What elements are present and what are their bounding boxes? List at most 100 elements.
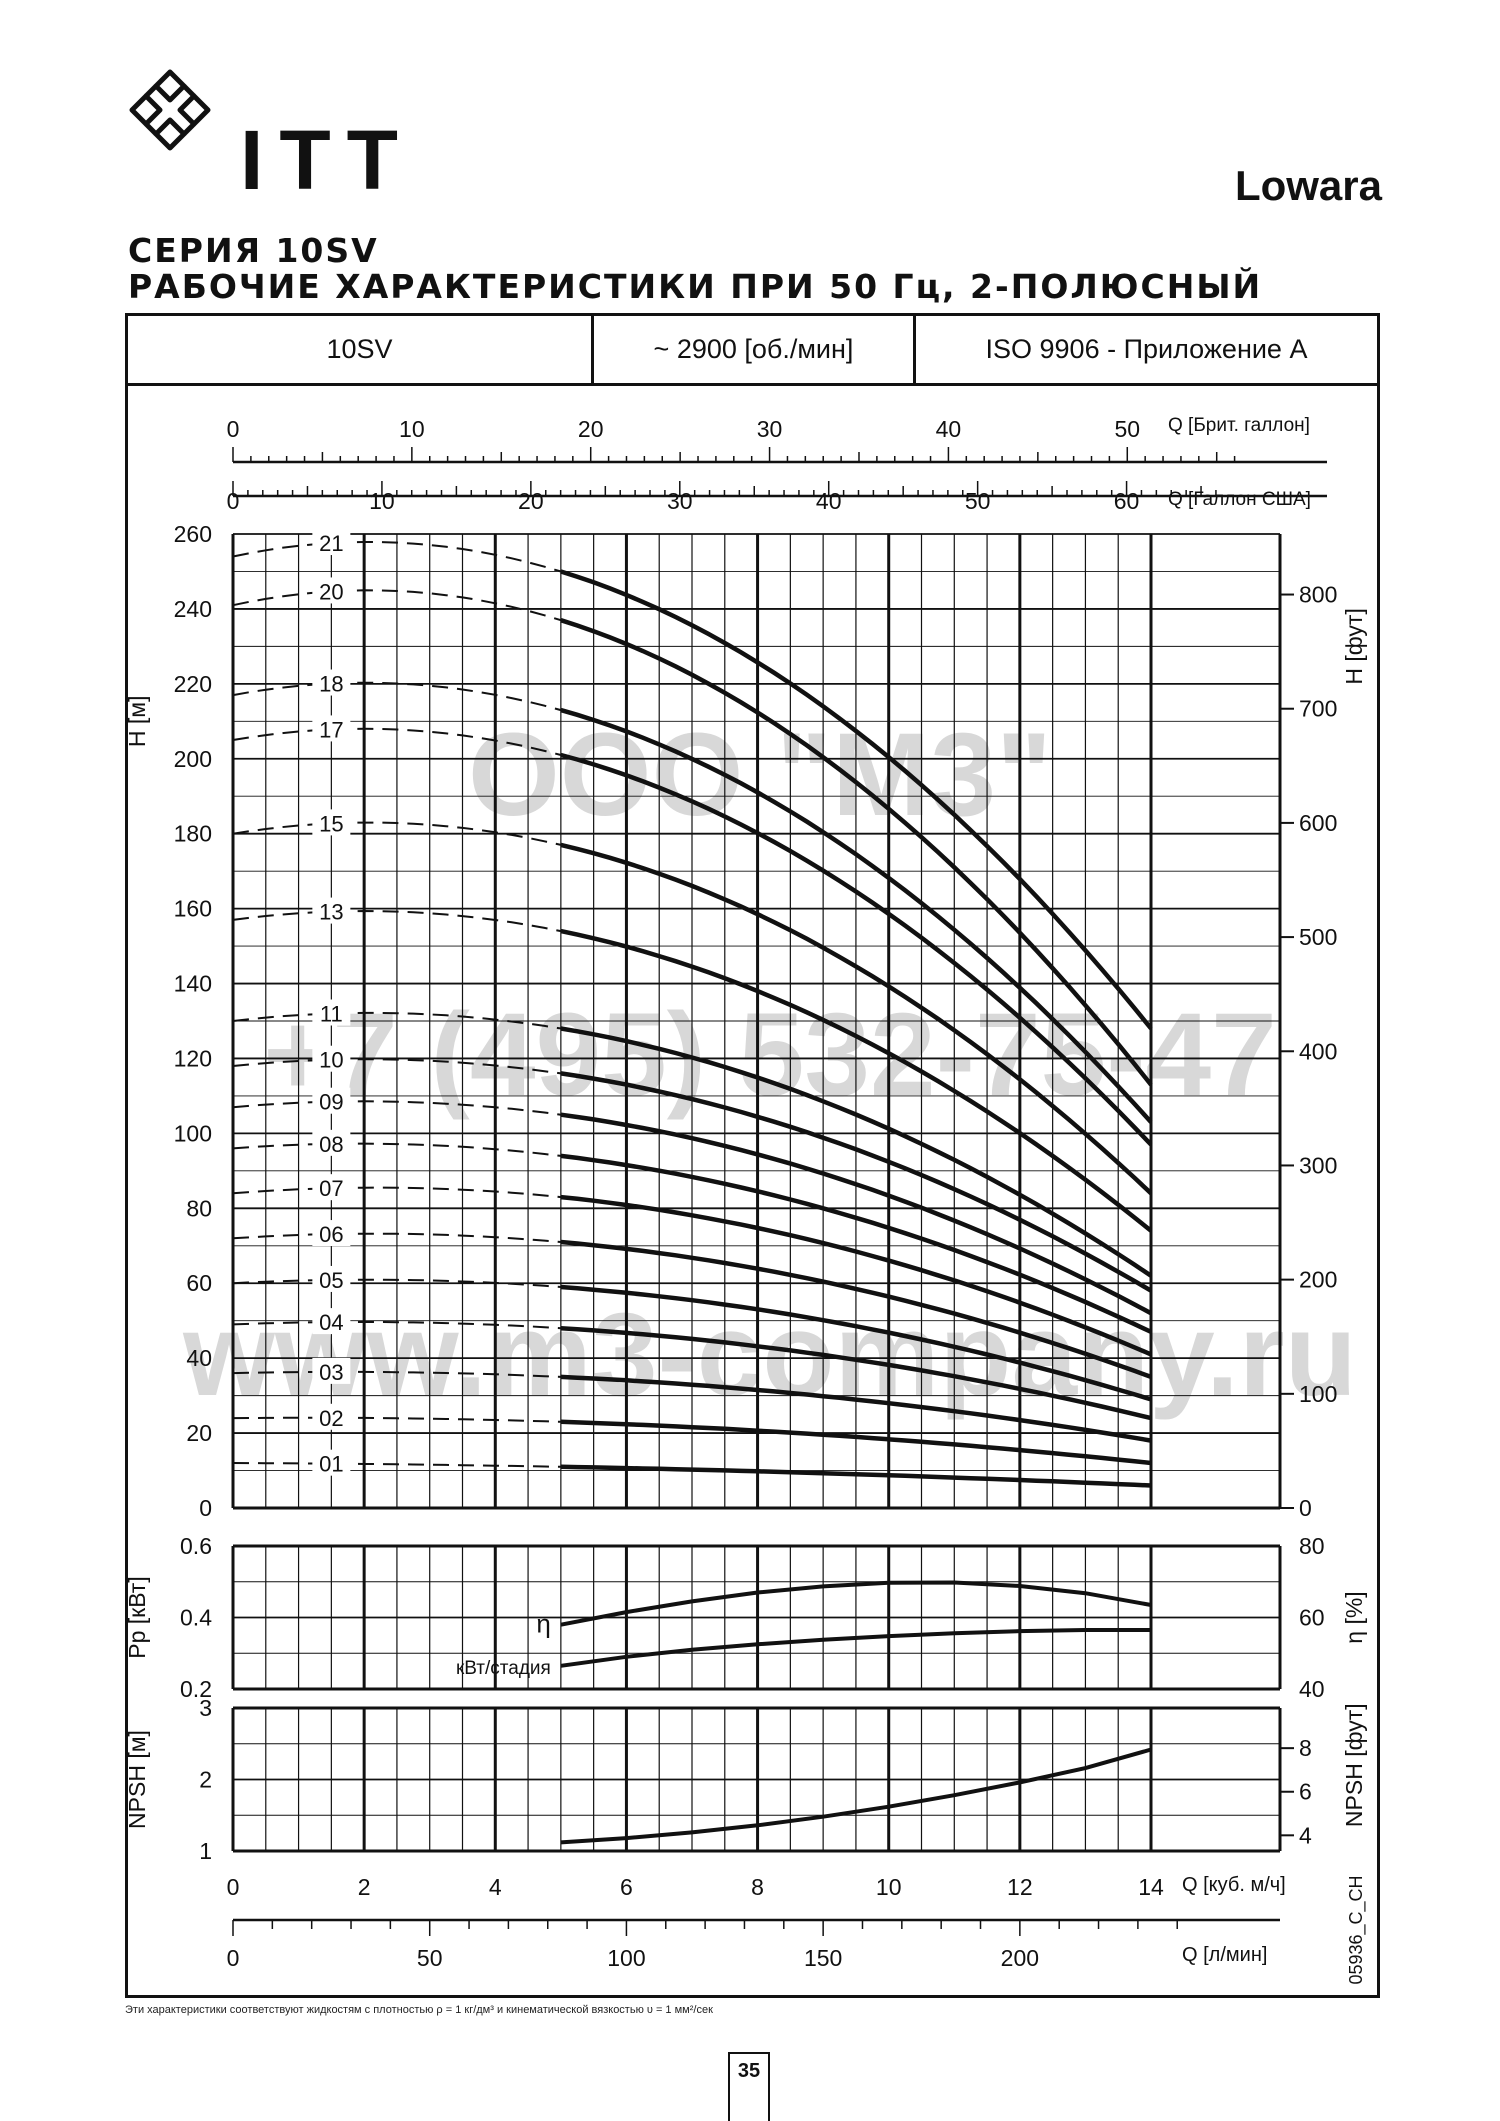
curve-label-bg <box>312 999 351 1026</box>
curve-label-bg <box>312 577 351 604</box>
curve-label-04: 04 <box>319 1310 343 1335</box>
y-tick-label: 160 <box>174 896 212 922</box>
x-tick-label: 12 <box>1007 1874 1033 1900</box>
curve-03 <box>560 1374 1152 1443</box>
power-curve <box>560 1628 1151 1668</box>
curve-08 <box>560 1153 1152 1334</box>
y-tick-label: 200 <box>174 746 212 772</box>
top-axis-tick-label: 50 <box>1114 416 1140 442</box>
y-tick-label: 220 <box>174 671 212 697</box>
curve-15-dashed <box>232 821 562 846</box>
y-tick-label: 60 <box>186 1270 212 1296</box>
top-axis-tick-label: 40 <box>816 488 842 514</box>
curve-label-bg <box>312 1087 351 1114</box>
top-axis-tick-label: 0 <box>227 488 240 514</box>
curve-08-dashed <box>232 1142 562 1157</box>
curve-04-dashed <box>232 1321 561 1330</box>
curve-label-bg <box>312 1308 351 1335</box>
x2-tick-label: 50 <box>417 1945 443 1971</box>
npsh-axis-label: NPSH [м] <box>124 1730 150 1829</box>
curve-10 <box>560 1071 1153 1293</box>
eff-tick-label: 60 <box>1299 1605 1325 1631</box>
curve-label-07: 07 <box>319 1176 343 1201</box>
curve-01-dashed <box>232 1462 561 1468</box>
curve-label-20: 20 <box>319 579 343 604</box>
chart-title: РАБОЧИЕ ХАРАКТЕРИСТИКИ ПРИ 50 Гц, 2-ПОЛЮ… <box>128 267 1263 306</box>
curve-label-03: 03 <box>319 1360 343 1385</box>
curve-20-dashed <box>232 589 562 622</box>
y-tick-label: 40 <box>186 1345 212 1371</box>
curve-01 <box>560 1464 1152 1488</box>
y-tick-label: 240 <box>174 596 212 622</box>
curve-09 <box>560 1112 1153 1316</box>
y-tick-label: 20 <box>186 1420 212 1446</box>
curve-label-bg <box>312 1449 351 1476</box>
y2-tick-label: 0 <box>1299 1495 1312 1521</box>
y-tick-label: 180 <box>174 821 212 847</box>
curve-05-dashed <box>232 1278 561 1288</box>
curve-label-08: 08 <box>319 1132 343 1157</box>
npsh-curve <box>560 1747 1152 1845</box>
x-tick-label: 6 <box>620 1874 633 1900</box>
top-axis-tick-label: 40 <box>936 416 962 442</box>
curve-17-dashed <box>232 727 562 756</box>
top-axis-label: Q [Галлон США] <box>1168 489 1311 510</box>
y-tick-label: 80 <box>186 1195 212 1221</box>
y-tick-label: 140 <box>174 971 212 997</box>
curve-label-bg <box>312 1403 351 1430</box>
curve-07 <box>560 1194 1152 1357</box>
y-tick-label: 260 <box>174 521 212 547</box>
model-cell: 10SV <box>128 316 594 383</box>
top-axis-label: Q [Брит. галлон] <box>1168 415 1310 436</box>
x-tick-label: 4 <box>489 1874 502 1900</box>
y2-axis-label: H [фут] <box>1341 608 1367 684</box>
curve-label-bg <box>312 1265 351 1292</box>
y2-tick-label: 500 <box>1299 924 1337 950</box>
x-tick-label: 14 <box>1138 1874 1164 1900</box>
top-axis-tick-label: 30 <box>757 416 783 442</box>
x-axis-label: Q [куб. м/ч] <box>1182 1874 1286 1896</box>
power-axis-label: Pp [кВт] <box>124 1576 150 1658</box>
curve-17 <box>560 752 1153 1147</box>
top-axis-tick-label: 20 <box>518 488 544 514</box>
x2-tick-label: 100 <box>607 1945 645 1971</box>
curve-11-dashed <box>232 1011 562 1030</box>
npsh-ft-tick-label: 4 <box>1299 1822 1312 1848</box>
efficiency-label: η <box>536 1609 550 1639</box>
curve-label-18: 18 <box>319 672 343 697</box>
curve-20 <box>560 618 1153 1087</box>
y2-tick-label: 600 <box>1299 810 1337 836</box>
npsh-tick-label: 3 <box>199 1695 212 1721</box>
x-tick-label: 0 <box>227 1874 240 1900</box>
power-tick-label: 0.2 <box>180 1676 212 1702</box>
npsh-ft-tick-label: 6 <box>1299 1779 1312 1805</box>
curve-07-dashed <box>232 1186 561 1199</box>
curve-label-bg <box>312 669 351 696</box>
y2-tick-label: 700 <box>1299 696 1337 722</box>
curve-13-dashed <box>232 909 562 933</box>
y-tick-label: 0 <box>199 1495 212 1521</box>
curve-13 <box>560 928 1153 1233</box>
curve-label-21: 21 <box>319 531 343 556</box>
curve-21-dashed <box>232 540 562 573</box>
curve-18 <box>560 707 1153 1124</box>
drawing-code: 05936_C_CH <box>1346 1875 1367 1984</box>
curve-05 <box>560 1284 1152 1402</box>
y2-tick-label: 300 <box>1299 1152 1337 1178</box>
eff-axis-label: η [%] <box>1341 1591 1367 1643</box>
top-axis-tick-label: 50 <box>965 488 991 514</box>
curve-label-17: 17 <box>319 717 343 742</box>
power-label: кВт/стадия <box>456 1658 551 1679</box>
y2-tick-label: 800 <box>1299 582 1337 608</box>
curve-label-bg <box>312 897 351 924</box>
watermark-text: www.m3-company.ru <box>182 1289 1357 1421</box>
y2-tick-label: 100 <box>1299 1381 1337 1407</box>
x2-axis-label: Q [л/мин] <box>1182 1944 1267 1966</box>
footnote: Эти характеристики соответствуют жидкост… <box>125 2004 713 2016</box>
curve-label-10: 10 <box>319 1048 343 1073</box>
top-axis-tick-label: 10 <box>399 416 425 442</box>
efficiency-curve <box>560 1580 1152 1627</box>
curve-label-09: 09 <box>319 1090 343 1115</box>
speed-cell: ~ 2900 [об./мин] <box>594 316 916 383</box>
